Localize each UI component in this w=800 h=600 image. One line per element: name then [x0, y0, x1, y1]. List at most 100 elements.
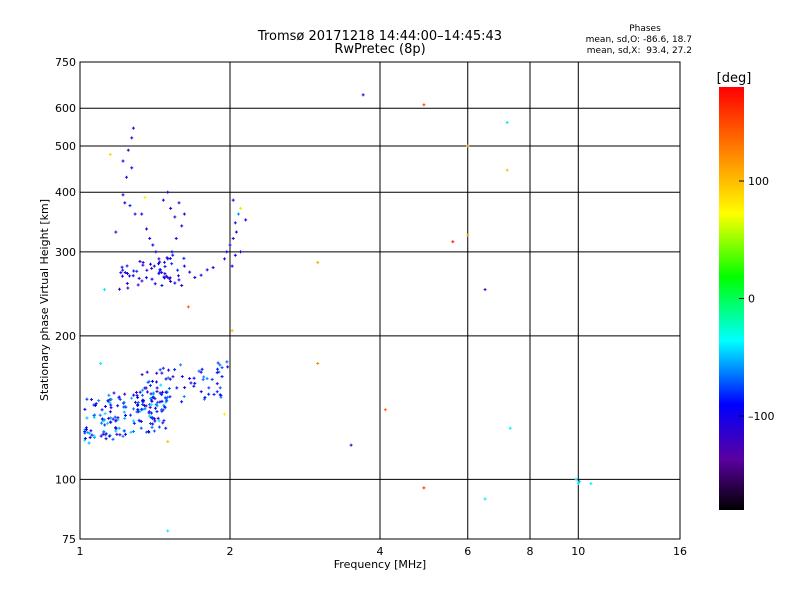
data-point	[202, 375, 206, 379]
data-point	[106, 421, 110, 425]
data-point	[120, 274, 124, 278]
x-tick-label: 4	[377, 545, 384, 558]
data-point	[124, 432, 128, 436]
data-point	[160, 371, 164, 375]
data-point	[202, 397, 206, 401]
data-point	[100, 408, 104, 412]
data-point	[145, 390, 149, 394]
data-point	[234, 230, 238, 234]
data-point	[349, 443, 353, 447]
data-point	[85, 397, 89, 401]
y-tick-label: 200	[55, 330, 76, 343]
data-point	[577, 479, 581, 483]
data-point	[107, 434, 111, 438]
data-point	[216, 361, 220, 365]
data-point	[193, 276, 197, 280]
data-point	[99, 361, 103, 365]
data-point	[210, 377, 214, 381]
data-point	[173, 215, 177, 219]
data-point	[215, 390, 219, 394]
data-point	[244, 218, 248, 222]
data-point	[140, 373, 144, 377]
data-point	[152, 264, 156, 268]
data-point	[165, 399, 169, 403]
plot-frame	[79, 61, 681, 540]
data-point	[466, 144, 470, 148]
x-axis-label: Frequency [MHz]	[334, 558, 426, 571]
data-point	[117, 426, 121, 430]
data-point	[576, 482, 580, 486]
data-point	[141, 260, 145, 264]
data-point	[135, 269, 139, 273]
data-points	[83, 93, 593, 533]
data-point	[170, 262, 174, 266]
data-point	[186, 305, 190, 309]
data-point	[133, 212, 137, 216]
data-point	[163, 272, 167, 276]
x-tick-label: 8	[527, 545, 534, 558]
data-point	[169, 279, 173, 283]
data-point	[90, 433, 94, 437]
data-point	[108, 410, 112, 414]
data-point	[136, 283, 140, 287]
data-point	[140, 407, 144, 411]
chart-title: Tromsø 20171218 14:44:00–14:45:43	[257, 29, 502, 44]
data-point	[164, 390, 168, 394]
data-point	[153, 419, 157, 423]
data-point	[215, 371, 219, 375]
data-point	[107, 393, 111, 397]
x-tick-label: 10	[571, 545, 585, 558]
data-point	[157, 419, 161, 423]
data-point	[226, 365, 230, 369]
data-point	[150, 399, 154, 403]
data-point	[152, 429, 156, 433]
data-point	[192, 384, 196, 388]
data-point	[126, 286, 130, 290]
data-point	[155, 380, 159, 384]
y-axis-label: Stationary phase Virtual Height [km]	[38, 199, 51, 401]
data-point	[205, 377, 209, 381]
data-point	[176, 268, 180, 272]
data-point	[164, 377, 168, 381]
data-point	[147, 430, 151, 434]
data-point	[182, 264, 186, 268]
data-point	[173, 281, 177, 285]
data-point	[114, 419, 118, 423]
data-point	[166, 440, 170, 444]
data-point	[109, 403, 113, 407]
data-point	[129, 413, 133, 417]
data-point	[135, 393, 139, 397]
data-point	[132, 269, 136, 273]
data-point	[111, 437, 115, 441]
data-point	[101, 432, 105, 436]
data-point	[197, 369, 201, 373]
data-point	[109, 406, 113, 410]
data-point	[118, 433, 122, 437]
data-point	[233, 221, 237, 225]
data-point	[112, 391, 116, 395]
data-point	[182, 256, 186, 260]
data-point	[134, 390, 138, 394]
data-point	[361, 93, 365, 97]
x-tick-label: 2	[227, 545, 234, 558]
data-point	[165, 256, 169, 260]
data-point	[153, 397, 157, 401]
data-point	[466, 233, 470, 237]
data-point	[140, 393, 144, 397]
data-point	[121, 434, 125, 438]
data-point	[125, 281, 129, 285]
y-tick-label: 100	[55, 473, 76, 486]
data-point	[233, 253, 237, 257]
data-point	[163, 260, 167, 264]
data-point	[189, 381, 193, 385]
data-point	[142, 404, 146, 408]
data-point	[483, 497, 487, 501]
data-point	[157, 257, 161, 261]
data-point	[138, 419, 142, 423]
data-point	[170, 250, 174, 254]
data-point	[151, 379, 155, 383]
data-point	[131, 126, 135, 130]
data-point	[116, 416, 120, 420]
data-point	[223, 412, 227, 416]
